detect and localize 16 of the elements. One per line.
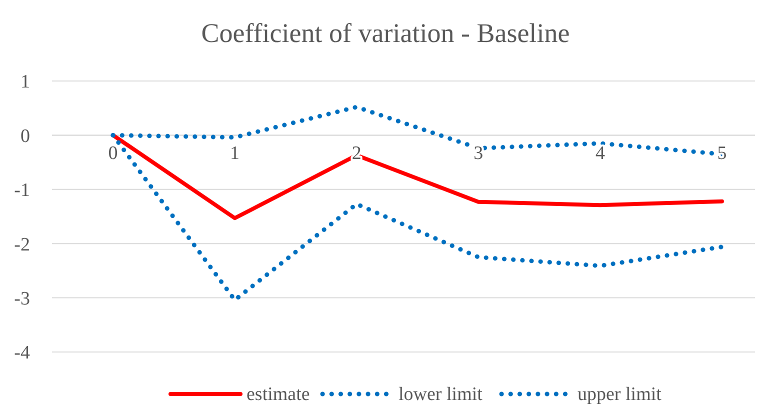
x-tick-label: 4 <box>595 143 606 164</box>
y-tick-label: -3 <box>14 288 30 310</box>
y-tick-label: -2 <box>14 234 30 256</box>
x-tick-label: 0 <box>108 143 118 164</box>
x-tick-label: 3 <box>474 143 484 164</box>
x-tick-label: 1 <box>230 143 240 164</box>
y-tick-label: -4 <box>14 342 30 364</box>
x-tick-label: 5 <box>717 143 727 164</box>
legend-label: estimate <box>246 384 310 405</box>
y-tick-label: 1 <box>20 72 30 93</box>
legend-label: lower limit <box>398 384 484 405</box>
y-tick-label: 0 <box>20 126 30 147</box>
y-tick-label: -1 <box>14 180 30 202</box>
line-series <box>111 133 724 220</box>
chart-title: Coefficient of variation - Baseline <box>201 18 570 48</box>
legend-label: upper limit <box>578 384 662 405</box>
